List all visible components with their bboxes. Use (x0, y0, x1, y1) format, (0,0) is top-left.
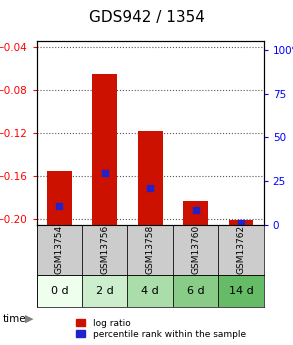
Text: 0 d: 0 d (50, 286, 68, 296)
FancyBboxPatch shape (127, 275, 173, 307)
FancyBboxPatch shape (218, 275, 264, 307)
FancyBboxPatch shape (37, 225, 82, 275)
Text: GSM13754: GSM13754 (55, 225, 64, 274)
Text: GSM13756: GSM13756 (100, 225, 109, 274)
Legend: log ratio, percentile rank within the sample: log ratio, percentile rank within the sa… (75, 317, 248, 341)
Bar (47, 171, 72, 225)
Bar (92, 74, 117, 225)
Text: 2 d: 2 d (96, 286, 114, 296)
Text: 4 d: 4 d (141, 286, 159, 296)
Text: GSM13758: GSM13758 (146, 225, 155, 274)
Text: time: time (3, 314, 27, 324)
FancyBboxPatch shape (173, 275, 218, 307)
Text: 6 d: 6 d (187, 286, 205, 296)
Bar (183, 201, 208, 225)
FancyBboxPatch shape (37, 275, 82, 307)
Bar (138, 131, 163, 225)
Text: GSM13760: GSM13760 (191, 225, 200, 274)
Text: GSM13762: GSM13762 (236, 225, 246, 274)
FancyBboxPatch shape (218, 225, 264, 275)
FancyBboxPatch shape (82, 225, 127, 275)
Text: GDS942 / 1354: GDS942 / 1354 (88, 10, 205, 25)
FancyBboxPatch shape (82, 275, 127, 307)
FancyBboxPatch shape (173, 225, 218, 275)
FancyBboxPatch shape (127, 225, 173, 275)
Text: ▶: ▶ (25, 314, 33, 324)
Bar (229, 220, 253, 225)
Text: 14 d: 14 d (229, 286, 253, 296)
